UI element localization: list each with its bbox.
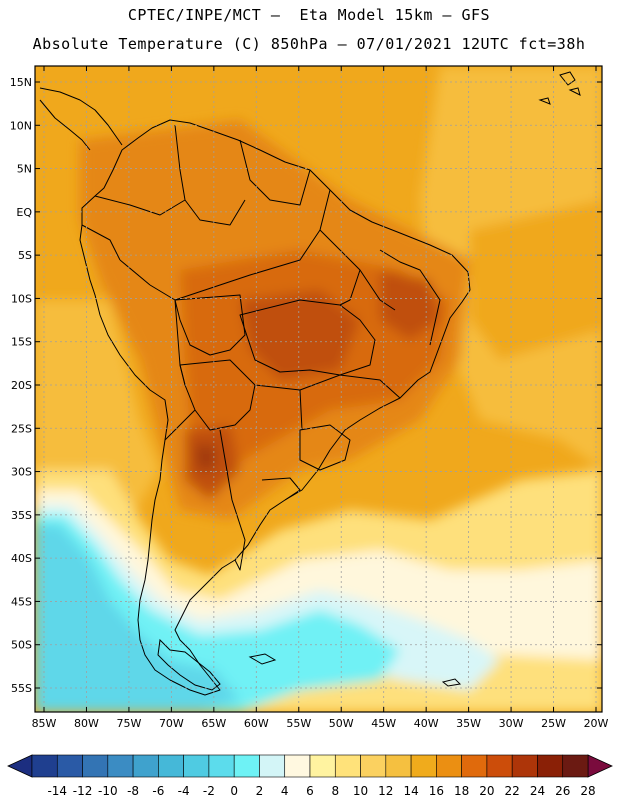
lon-label: 35W [456,717,481,730]
colorbar-swatch [107,754,134,778]
colorbar-swatch [511,754,538,778]
lat-label: 5S [18,249,32,262]
colorbar-label: 24 [530,784,545,798]
colorbar-label: -8 [127,784,139,798]
colorbar-label: -10 [98,784,118,798]
lon-label: 40W [414,717,439,730]
lon-label: 75W [116,717,141,730]
map-frame [34,65,603,713]
colorbar-label: 14 [403,784,418,798]
colorbar-label: -2 [203,784,215,798]
colorbar-swatch [334,754,361,778]
colorbar-swatch [309,754,336,778]
lat-label: 20S [11,379,32,392]
lat-label: 30S [11,466,32,479]
colorbar-label: -6 [152,784,164,798]
lon-label: 60W [244,717,269,730]
colorbar-swatch [233,754,260,778]
field-gold-pacific [35,300,160,520]
colorbar-label: 16 [429,784,444,798]
lon-label: 65W [201,717,226,730]
title-line-2: Absolute Temperature (C) 850hPa – 07/01/… [32,35,586,53]
lat-label: 45S [11,595,32,608]
lon-label: 85W [32,717,57,730]
colorbar-swatch [461,754,488,778]
lon-label: 55W [286,717,311,730]
lat-label: 10N [10,119,32,132]
colorbar-swatch [82,754,109,778]
colorbar-label: -12 [73,784,93,798]
colorbar-over-arrow [587,754,613,778]
colorbar-under-arrow [7,754,33,778]
field-very-hot-northeast [380,270,440,340]
lon-label: 80W [74,717,99,730]
colorbar-label: 2 [256,784,264,798]
colorbar-label: 18 [454,784,469,798]
latitude-labels: 15N 10N 5N EQ 5S 10S 15S 20S 25S 30S 35S 40S 45S 50S 5… [10,76,33,695]
colorbar-swatch [360,754,387,778]
colorbar-label: 4 [281,784,289,798]
field-hottest-spot [195,445,215,470]
lat-label: 35S [11,509,32,522]
lat-label: 15N [10,76,32,89]
field-orange-atlantic-band [470,200,602,360]
colorbar-label: 0 [230,784,238,798]
colorbar-swatch [56,754,83,778]
lon-label: 30W [499,717,524,730]
colorbar-swatch [486,754,513,778]
colorbar-swatch [284,754,311,778]
colorbar-swatch [132,754,159,778]
colorbar-label: 10 [353,784,368,798]
colorbar-swatch [158,754,184,778]
colorbar-label: 20 [479,784,494,798]
colorbar-swatch [562,754,589,778]
colorbar-label: 8 [331,784,339,798]
colorbar-swatch [183,754,210,778]
lon-label: 25W [541,717,566,730]
temperature-field [35,66,602,712]
islands-outline [157,71,581,691]
colorbar-swatch [385,754,412,778]
latitude-ticks [35,81,602,689]
lat-label: 50S [11,639,32,652]
continent-outline [39,87,471,696]
lat-label: 55S [11,682,32,695]
colorbar-label: -14 [47,784,67,798]
colorbar-swatch [537,754,564,778]
colorbar-label: 26 [555,784,570,798]
colorbar-label: 6 [306,784,314,798]
title-line-1: CPTEC/INPE/MCT – Eta Model 15km – GFS [127,6,491,24]
colorbar-label: 28 [580,784,595,798]
colorbar-label: 22 [505,784,520,798]
colorbar-swatch [208,754,235,778]
lat-label: 10S [11,292,32,305]
lat-label: 40S [11,552,32,565]
lon-label: 20W [584,717,609,730]
colorbar-swatch [436,754,462,778]
colorbar-label: -4 [178,784,190,798]
field-very-hot-centre [240,290,360,380]
lat-label: 5N [17,163,32,176]
colorbar: -14 -12 -10 -8 -6 -4 -2 0 2 4 6 8 10 12 14 16 18 20 22 24 26… [7,754,613,798]
lon-label: 70W [159,717,184,730]
lat-label: 15S [11,336,32,349]
colorbar-label: 12 [378,784,393,798]
lon-label: 45W [371,717,396,730]
lat-label: 25S [11,422,32,435]
lat-label: EQ [16,206,32,219]
colorbar-swatch [259,754,286,778]
longitude-labels: 85W 80W 75W 70W 65W 60W 55W 50W 45W 40W 35W 30W 25W 2… [32,717,609,730]
lon-label: 50W [329,717,354,730]
colorbar-swatch [31,754,58,778]
colorbar-swatch [410,754,437,778]
longitude-ticks [43,66,597,712]
